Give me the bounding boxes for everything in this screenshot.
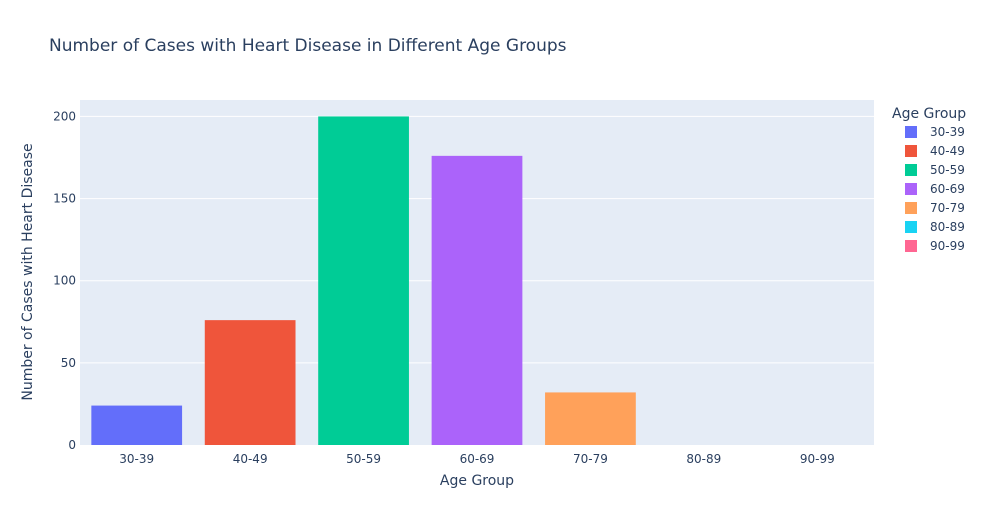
legend-item-80-89[interactable]: 80-89 xyxy=(905,220,965,234)
y-tick-label: 200 xyxy=(53,109,76,123)
legend-label: 60-69 xyxy=(930,182,965,196)
x-tick-label: 60-69 xyxy=(460,452,495,466)
x-tick-label: 70-79 xyxy=(573,452,608,466)
legend-item-30-39[interactable]: 30-39 xyxy=(905,125,965,139)
legend-swatch xyxy=(905,240,917,252)
bar-60-69[interactable] xyxy=(431,155,523,445)
legend-label: 50-59 xyxy=(930,163,965,177)
legend-swatch xyxy=(905,126,917,138)
bar-70-79[interactable] xyxy=(545,392,636,445)
legend-item-70-79[interactable]: 70-79 xyxy=(905,201,965,215)
bar-50-59[interactable] xyxy=(318,116,409,445)
x-tick-label: 50-59 xyxy=(346,452,381,466)
bars xyxy=(91,116,636,445)
chart-title: Number of Cases with Heart Disease in Di… xyxy=(49,36,567,56)
legend-label: 30-39 xyxy=(930,125,965,139)
legend-label: 70-79 xyxy=(930,201,965,215)
legend-label: 90-99 xyxy=(930,239,965,253)
x-axis-title: Age Group xyxy=(440,473,514,489)
legend-label: 40-49 xyxy=(930,144,965,158)
bar-30-39[interactable] xyxy=(91,405,183,445)
y-tick-label: 100 xyxy=(53,274,76,288)
bar-40-49[interactable] xyxy=(204,320,296,445)
legend-swatch xyxy=(905,183,917,195)
legend-item-40-49[interactable]: 40-49 xyxy=(905,144,965,158)
legend-swatch xyxy=(905,221,917,233)
x-axis-ticks: 30-39 40-49 50-59 60-69 70-79 80-89 90-99 xyxy=(119,452,834,466)
legend-item-60-69[interactable]: 60-69 xyxy=(905,182,965,196)
y-axis-ticks: 0 50 100 150 200 xyxy=(53,109,76,452)
x-tick-label: 40-49 xyxy=(233,452,268,466)
y-tick-label: 50 xyxy=(61,356,76,370)
x-tick-label: 30-39 xyxy=(119,452,154,466)
legend-swatch xyxy=(905,164,917,176)
legend: Age Group 30-39 40-49 50-59 60-69 70-79 80-89… xyxy=(892,106,966,253)
legend-swatch xyxy=(905,145,917,157)
y-tick-label: 150 xyxy=(53,192,76,206)
y-axis-title: Number of Cases with Heart Disease xyxy=(20,143,36,400)
legend-label: 80-89 xyxy=(930,220,965,234)
legend-title: Age Group xyxy=(892,106,966,122)
x-tick-label: 80-89 xyxy=(686,452,721,466)
legend-item-50-59[interactable]: 50-59 xyxy=(905,163,965,177)
y-tick-label: 0 xyxy=(68,438,76,452)
legend-swatch xyxy=(905,202,917,214)
legend-item-90-99[interactable]: 90-99 xyxy=(905,239,965,253)
x-tick-label: 90-99 xyxy=(800,452,835,466)
